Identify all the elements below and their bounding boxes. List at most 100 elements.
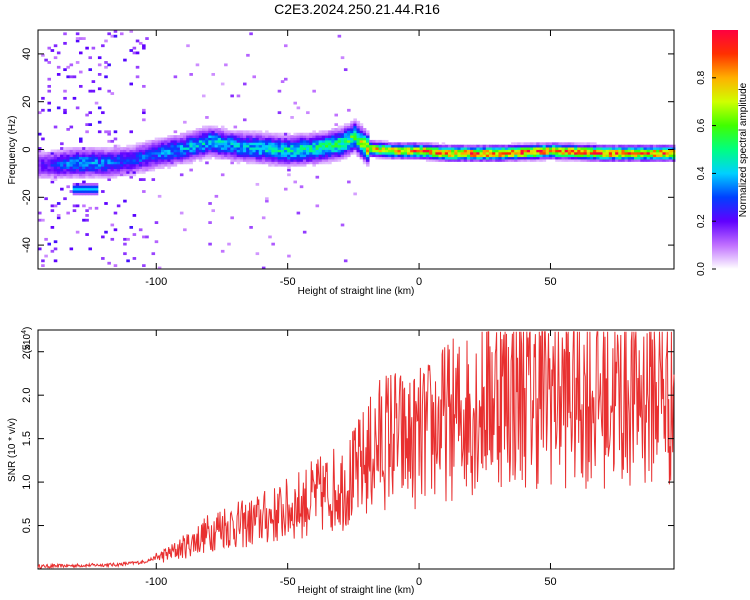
heatmap-cell (217, 151, 222, 155)
heatmap-cell (287, 142, 291, 146)
heatmap-cell (249, 147, 253, 150)
heatmap-cell (511, 154, 515, 158)
heatmap-cell (495, 144, 499, 148)
heatmap-cell (120, 32, 124, 36)
heatmap-cell (50, 49, 55, 52)
heatmap-cell (38, 171, 42, 174)
heatmap-cell (97, 106, 102, 110)
heatmap-cell (466, 154, 471, 158)
heatmap-cell (350, 149, 354, 153)
heatmap-cell (567, 142, 572, 146)
heatmap-cell (577, 149, 581, 153)
heatmap-cell (94, 163, 99, 167)
heatmap-cell (328, 137, 332, 141)
heatmap-cell (365, 147, 370, 150)
heatmap-cell (246, 161, 250, 165)
heatmap-cell (447, 147, 452, 150)
heatmap-cell (56, 65, 61, 69)
heatmap-cell (126, 147, 130, 150)
heatmap-cell (53, 171, 58, 174)
heatmap-cell (343, 132, 348, 136)
heatmap-cell (280, 161, 285, 165)
heatmap-cell (110, 151, 115, 155)
heatmap-cell (312, 89, 316, 93)
heatmap-cell (123, 168, 127, 172)
heatmap-cell (164, 154, 168, 158)
heatmap-cell (570, 147, 575, 150)
heatmap-cell (110, 237, 115, 241)
heatmap-cell (208, 142, 212, 146)
heatmap-cell (637, 156, 641, 160)
heatmap-cell (312, 142, 316, 146)
heatmap-cell (321, 135, 326, 138)
heatmap-cell (593, 149, 597, 153)
heatmap-cell (179, 135, 184, 138)
heatmap-cell (107, 147, 111, 150)
heatmap-cell (343, 68, 348, 72)
heatmap-cell (126, 166, 130, 170)
heatmap-cell (643, 147, 648, 150)
heatmap-cell (287, 137, 291, 141)
heatmap-cell (88, 185, 93, 189)
heatmap-cell (416, 142, 420, 146)
heatmap-cell (615, 154, 619, 158)
heatmap-cell (123, 161, 127, 165)
heatmap-cell (195, 156, 200, 160)
heatmap-cell (634, 154, 638, 158)
heatmap-cell (593, 144, 597, 148)
heatmap-cell (79, 151, 83, 155)
heatmap-cell (183, 151, 187, 155)
heatmap-cell (135, 75, 140, 79)
heatmap-cell (41, 264, 45, 268)
heatmap-cell (145, 168, 149, 172)
heatmap-cell (261, 135, 266, 138)
heatmap-cell (548, 156, 553, 160)
heatmap-cell (274, 149, 279, 153)
heatmap-cell (561, 159, 566, 162)
heatmap-cell (552, 144, 556, 148)
snr-y-ticks: 0.51.01.52.02.5 (21, 344, 674, 533)
heatmap-cell (283, 137, 288, 141)
heatmap-cell (85, 168, 89, 172)
heatmap-cell (85, 161, 89, 165)
heatmap-cell (441, 151, 446, 155)
heatmap-cell (271, 159, 275, 162)
heatmap-cell (425, 156, 430, 160)
heatmap-cell (88, 175, 93, 179)
heatmap-cell (85, 151, 89, 155)
heatmap-cell (526, 147, 531, 150)
heatmap-cell (334, 144, 338, 148)
heatmap-cell (110, 175, 115, 179)
heatmap-cell (208, 151, 212, 155)
heatmap-cell (82, 218, 86, 222)
heatmap-cell (97, 151, 102, 155)
heatmap-cell (441, 159, 446, 162)
heatmap-cell (454, 156, 458, 160)
heatmap-cell (142, 142, 146, 146)
heatmap-cell (66, 175, 70, 179)
heatmap-cell (82, 37, 86, 40)
heatmap-cell (287, 166, 291, 170)
heatmap-cell (362, 147, 367, 150)
heatmap-cell (529, 147, 534, 150)
heatmap-cell (205, 144, 209, 148)
heatmap-cell (132, 149, 137, 153)
heatmap-cell (211, 135, 215, 138)
heatmap-cell (406, 156, 411, 160)
heatmap-cell (173, 137, 178, 141)
heatmap-cell (50, 161, 55, 165)
heatmap-cell (589, 144, 594, 148)
heatmap-cell (79, 190, 83, 193)
heatmap-cell (504, 159, 509, 162)
heatmap-cell (552, 151, 556, 155)
heatmap-cell (161, 149, 165, 153)
heatmap-cell (129, 82, 134, 86)
heatmap-cell (82, 204, 86, 208)
heatmap-cell (293, 101, 297, 105)
heatmap-cell (318, 144, 323, 148)
heatmap-cell (321, 156, 326, 160)
heatmap-cell (495, 159, 499, 162)
heatmap-cell (580, 144, 584, 148)
heatmap-cell (283, 147, 288, 150)
heatmap-cell (359, 139, 364, 143)
